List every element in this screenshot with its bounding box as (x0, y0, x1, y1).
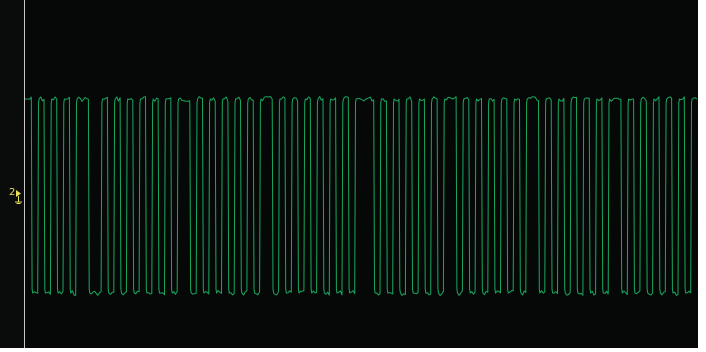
display-left-border (24, 0, 25, 352)
channel-offset-strip (0, 0, 24, 352)
bottom-edge (0, 348, 706, 352)
channel-2-trace (25, 96, 698, 296)
channel-number-label: 2 (9, 187, 16, 198)
channel-2-ground-marker[interactable]: 2 (9, 187, 25, 205)
waveform-trace (25, 96, 698, 296)
ground-reference-arrow-icon (15, 190, 22, 204)
